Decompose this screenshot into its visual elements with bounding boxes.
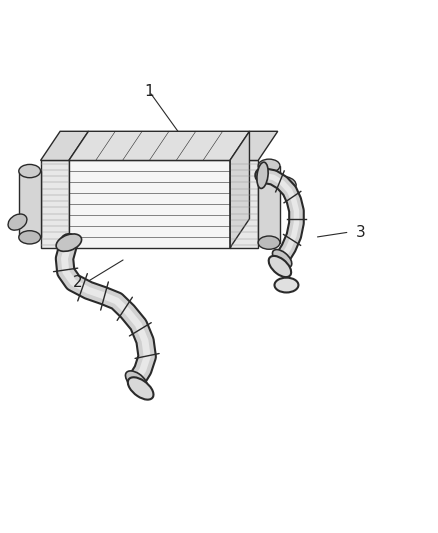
Polygon shape <box>230 131 250 248</box>
Ellipse shape <box>8 214 27 230</box>
Ellipse shape <box>272 249 292 268</box>
Ellipse shape <box>128 377 153 400</box>
Ellipse shape <box>257 162 268 189</box>
Polygon shape <box>41 131 88 160</box>
Polygon shape <box>41 160 69 248</box>
Ellipse shape <box>268 256 291 277</box>
Polygon shape <box>69 160 230 248</box>
Polygon shape <box>230 131 278 160</box>
Ellipse shape <box>125 371 147 390</box>
Ellipse shape <box>258 159 280 172</box>
Ellipse shape <box>258 236 280 249</box>
Ellipse shape <box>56 234 81 252</box>
Polygon shape <box>230 160 258 248</box>
Text: 1: 1 <box>145 84 154 99</box>
Text: 3: 3 <box>356 224 365 239</box>
Polygon shape <box>258 166 280 243</box>
Ellipse shape <box>277 176 296 190</box>
Ellipse shape <box>19 165 41 177</box>
Polygon shape <box>69 131 250 160</box>
Ellipse shape <box>19 231 41 244</box>
Text: 2: 2 <box>73 275 82 290</box>
Ellipse shape <box>275 278 298 293</box>
Polygon shape <box>19 171 41 237</box>
